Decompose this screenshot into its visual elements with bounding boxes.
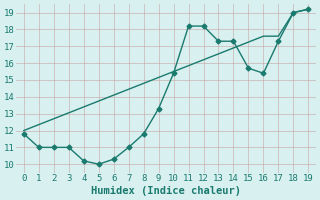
X-axis label: Humidex (Indice chaleur): Humidex (Indice chaleur) <box>91 186 241 196</box>
